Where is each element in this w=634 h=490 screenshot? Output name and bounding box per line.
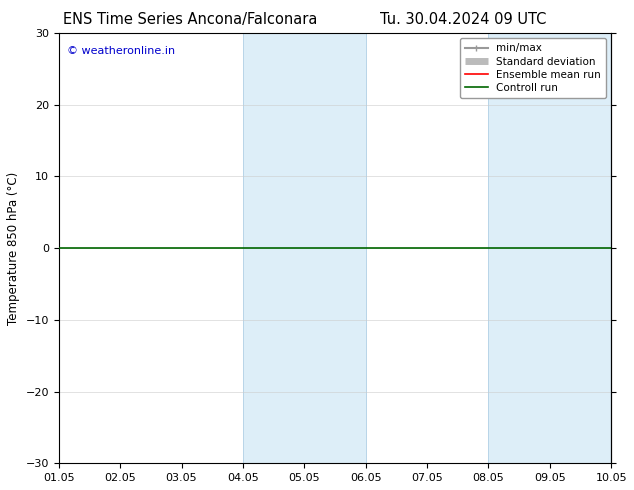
Legend: min/max, Standard deviation, Ensemble mean run, Controll run: min/max, Standard deviation, Ensemble me… <box>460 38 606 98</box>
Text: Tu. 30.04.2024 09 UTC: Tu. 30.04.2024 09 UTC <box>380 12 546 27</box>
Bar <box>488 33 611 464</box>
Text: ENS Time Series Ancona/Falconara: ENS Time Series Ancona/Falconara <box>63 12 318 27</box>
Text: © weatheronline.in: © weatheronline.in <box>67 46 175 56</box>
Y-axis label: Temperature 850 hPa (°C): Temperature 850 hPa (°C) <box>7 172 20 325</box>
Bar <box>243 33 366 464</box>
